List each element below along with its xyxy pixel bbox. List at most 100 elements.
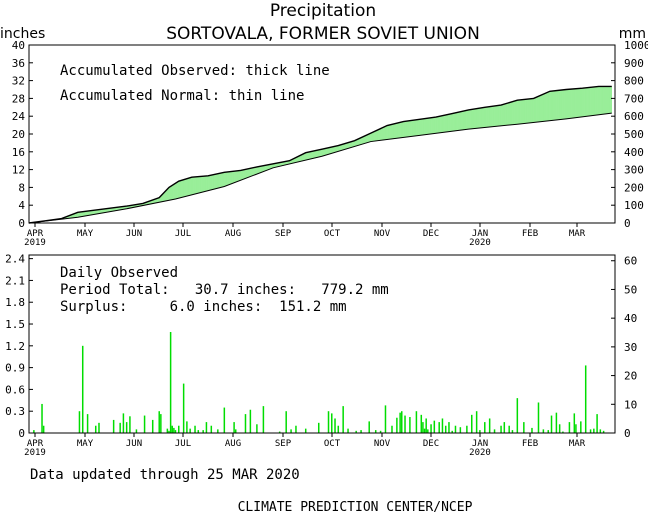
accumulated-y-right-tick-label: 700 xyxy=(624,92,644,105)
accumulated-y-left-tick-label: 24 xyxy=(12,110,26,123)
daily-precip-bar xyxy=(542,429,545,433)
daily-precip-bar xyxy=(523,422,525,433)
daily-precip-bar xyxy=(98,422,100,433)
daily-precip-bar xyxy=(444,425,447,433)
accumulation-difference-fill xyxy=(609,86,612,114)
daily-precip-bar xyxy=(317,422,320,433)
daily-y-right-tick-label: 20 xyxy=(624,370,637,383)
daily-precip-bar xyxy=(568,422,571,433)
daily-precip-bar xyxy=(223,407,226,433)
daily-precip-bar xyxy=(441,418,444,433)
daily-precip-bar xyxy=(42,425,45,433)
daily-precip-bar xyxy=(484,422,486,433)
daily-precip-bar xyxy=(244,414,247,433)
daily-x-tick-label: MAR xyxy=(569,439,586,449)
accumulated-observed-line xyxy=(28,85,612,224)
accumulated-year-label: 2019 xyxy=(24,238,46,248)
daily-observed-label: Daily Observed xyxy=(60,265,178,281)
accumulated-x-tick-label: AUG xyxy=(225,229,241,239)
daily-precip-bar xyxy=(500,425,502,433)
daily-precip-bar xyxy=(368,421,370,433)
daily-precip-bar xyxy=(596,414,598,433)
daily-y-right-tick-label: 60 xyxy=(624,255,637,268)
accumulated-y-right-tick-label: 300 xyxy=(624,164,644,177)
daily-precip-bar xyxy=(360,430,362,433)
daily-precip-bar xyxy=(256,424,258,433)
accumulated-panel: Accumulated Observed: thick line Accumula… xyxy=(12,39,648,248)
daily-precip-bar xyxy=(422,422,424,433)
daily-y-right-tick-label: 40 xyxy=(624,312,637,325)
daily-y-left-tick-label: 0.9 xyxy=(5,362,25,375)
daily-precip-bar xyxy=(425,418,427,433)
accumulated-y-left-tick-label: 8 xyxy=(18,181,25,194)
daily-x-tick-label: JAN xyxy=(472,439,488,449)
accumulated-x-tick-label: APR xyxy=(27,229,44,239)
accumulated-observed-legend: Accumulated Observed: thick line xyxy=(60,63,330,79)
accumulated-normal-legend: Accumulated Normal: thin line xyxy=(60,88,304,104)
daily-precip-bar xyxy=(174,430,177,433)
daily-precip-bar xyxy=(493,429,496,433)
daily-y-left-tick-label: 0.3 xyxy=(5,405,25,418)
accumulated-y-right-tick-label: 100 xyxy=(624,199,644,212)
daily-precip-bar xyxy=(508,425,510,433)
daily-precip-bar xyxy=(374,430,377,433)
daily-precip-bar xyxy=(391,425,393,433)
daily-precip-bar xyxy=(186,421,188,433)
daily-precip-bar xyxy=(396,417,398,433)
daily-precip-bar xyxy=(580,421,582,433)
daily-x-tick-label: JUN xyxy=(126,439,142,449)
accumulated-y-left-tick-label: 32 xyxy=(12,75,25,88)
period-total-label: Period Total: 30.7 inches: 779.2 mm xyxy=(60,282,389,298)
daily-precip-bar xyxy=(112,419,115,433)
daily-precip-bar xyxy=(537,402,540,433)
daily-precip-bar xyxy=(249,409,252,433)
units-left-label: inches xyxy=(0,26,45,42)
daily-y-right-tick-label: 50 xyxy=(624,283,637,296)
daily-precip-bar xyxy=(151,419,154,433)
daily-precip-bar xyxy=(488,418,491,433)
daily-precip-bar xyxy=(234,429,237,433)
daily-precip-bar xyxy=(475,411,478,433)
daily-precip-bar xyxy=(166,428,169,433)
daily-precip-bar xyxy=(143,415,146,433)
daily-precip-bar xyxy=(427,429,429,433)
daily-precip-bar xyxy=(158,411,160,433)
daily-precip-bar xyxy=(217,429,219,433)
chart-title: Precipitation xyxy=(270,1,376,21)
daily-precip-bar xyxy=(337,425,340,433)
daily-y-right-tick-label: 10 xyxy=(624,398,637,411)
daily-y-left-tick-label: 1.2 xyxy=(5,340,25,353)
daily-x-tick-label: MAY xyxy=(77,439,94,449)
daily-precip-bar xyxy=(379,430,382,433)
daily-precip-bar xyxy=(511,430,514,433)
daily-y-left-tick-label: 2.1 xyxy=(5,274,25,287)
accumulated-x-tick-label: MAR xyxy=(569,229,586,239)
daily-precip-bar xyxy=(562,431,564,433)
accumulated-y-left-tick-label: 28 xyxy=(12,92,25,105)
daily-precip-bar xyxy=(599,429,602,433)
daily-precip-bar xyxy=(194,425,196,433)
daily-precip-bar xyxy=(471,414,473,433)
accumulated-y-left-tick-label: 0 xyxy=(18,217,25,230)
accumulated-x-tick-label: FEB xyxy=(522,229,538,239)
daily-precip-bar xyxy=(331,413,333,433)
accumulated-x-tick-label: OCT xyxy=(324,229,341,239)
daily-precip-bar xyxy=(547,430,550,433)
units-right-label: mm xyxy=(619,26,646,42)
daily-year-label: 2019 xyxy=(24,448,46,458)
daily-precip-bar xyxy=(433,420,436,433)
daily-precip-bar xyxy=(420,414,423,433)
daily-precip-bar xyxy=(531,427,533,433)
daily-precip-bar xyxy=(430,424,432,433)
daily-precip-bar xyxy=(202,430,204,433)
accumulated-y-right-tick-label: 0 xyxy=(624,217,631,230)
daily-y-left-tick-label: 0 xyxy=(18,427,25,440)
daily-precip-bar xyxy=(466,425,468,433)
daily-x-tick-label: FEB xyxy=(522,439,538,449)
daily-precip-bar xyxy=(169,332,172,433)
daily-precip-bar xyxy=(423,428,426,433)
daily-precip-bar xyxy=(503,422,506,433)
daily-precip-bar xyxy=(479,430,481,433)
